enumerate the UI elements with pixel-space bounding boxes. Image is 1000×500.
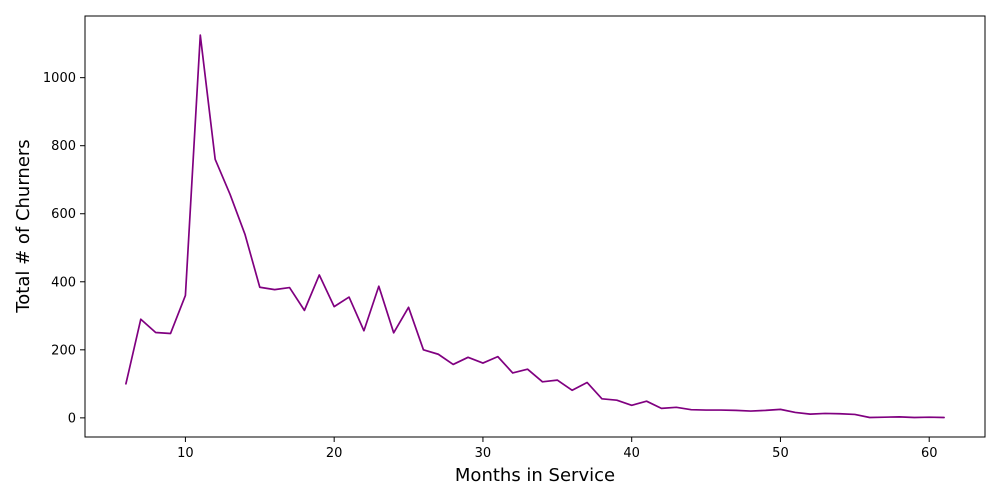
y-tick-label: 800 bbox=[51, 139, 76, 154]
plot-frame bbox=[84, 15, 986, 438]
x-tick-label: 50 bbox=[772, 446, 789, 461]
x-tick-label: 40 bbox=[623, 446, 640, 461]
y-axis-label: Total # of Churners bbox=[13, 139, 34, 313]
x-tick-label: 10 bbox=[177, 446, 194, 461]
plot-area bbox=[125, 34, 945, 419]
y-axis-ticks: 0 200 400 600 800 1000 bbox=[43, 71, 85, 426]
x-tick-label: 30 bbox=[475, 446, 492, 461]
x-axis-ticks: 10 20 30 40 50 60 bbox=[177, 437, 937, 461]
y-tick-label: 200 bbox=[51, 343, 76, 358]
y-tick-label: 600 bbox=[51, 207, 76, 222]
y-tick-label: 0 bbox=[68, 411, 76, 426]
y-tick-label: 400 bbox=[51, 275, 76, 290]
x-axis-label: Months in Service bbox=[455, 465, 615, 486]
x-tick-label: 60 bbox=[921, 446, 938, 461]
y-tick-label: 1000 bbox=[43, 71, 76, 86]
x-tick-label: 20 bbox=[326, 446, 343, 461]
series-line-0 bbox=[125, 34, 945, 419]
